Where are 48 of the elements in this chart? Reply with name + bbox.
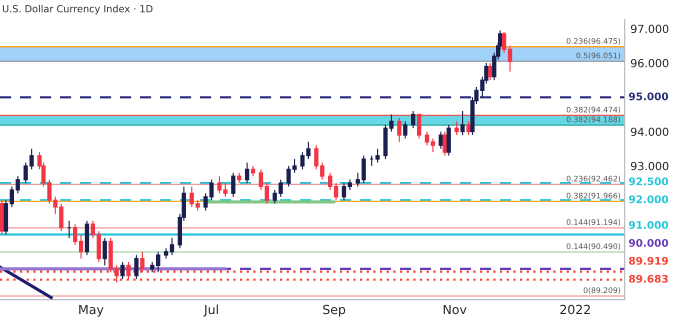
candlestick	[389, 114, 394, 132]
candlestick	[416, 114, 422, 140]
candlestick	[442, 131, 447, 156]
ref-line-label: 89.919	[629, 256, 668, 265]
x-tick-label: 2022	[560, 304, 590, 314]
candlestick	[502, 32, 506, 54]
ref-line-label: 92.500	[628, 177, 668, 186]
candlestick	[140, 251, 144, 273]
x-tick-label: Jul	[203, 304, 218, 317]
candlestick	[397, 117, 402, 142]
candlestick	[403, 120, 408, 140]
x-tick-label: May	[79, 304, 104, 317]
candlestick	[430, 138, 436, 153]
candlestick	[411, 110, 416, 129]
candlestick	[102, 237, 107, 266]
ref-line-label: 91.000	[628, 221, 668, 229]
x-tick-label: Nov	[444, 304, 466, 314]
candlestick	[466, 120, 471, 136]
ref-line-label: 95.000	[628, 92, 668, 100]
candlestick	[460, 110, 465, 136]
ref-line-label: 89.683	[629, 274, 668, 283]
y-tick-label: 96.000	[630, 58, 668, 68]
candlestick	[424, 131, 430, 146]
candlestick	[488, 62, 492, 81]
candlestick	[164, 248, 168, 260]
candlestick	[454, 120, 459, 136]
candlestick	[209, 179, 214, 201]
candlestick	[170, 237, 174, 256]
candlestick	[126, 261, 131, 280]
candlestick	[250, 165, 256, 177]
candlestick	[203, 192, 208, 212]
candlestick	[342, 182, 346, 201]
candlestick	[508, 45, 512, 72]
candlestick	[134, 254, 139, 280]
candlestick	[375, 148, 380, 164]
ref-line-label: 90.000	[628, 238, 668, 247]
candlestick	[237, 172, 242, 184]
ref-line-label: 92.000	[628, 195, 668, 204]
candlestick	[231, 172, 236, 198]
candlestick	[120, 261, 125, 280]
y-tick-label: 93.000	[630, 162, 668, 170]
candlestick	[438, 131, 443, 150]
y-tick-label: 97.000	[630, 24, 668, 34]
candlestick	[244, 162, 250, 184]
x-tick-label: Sep	[323, 304, 346, 317]
y-tick-label: 94.000	[630, 128, 668, 136]
chart-title: U.S. Dollar Currency Index · 1D	[2, 4, 152, 14]
candlestick	[348, 179, 352, 190]
